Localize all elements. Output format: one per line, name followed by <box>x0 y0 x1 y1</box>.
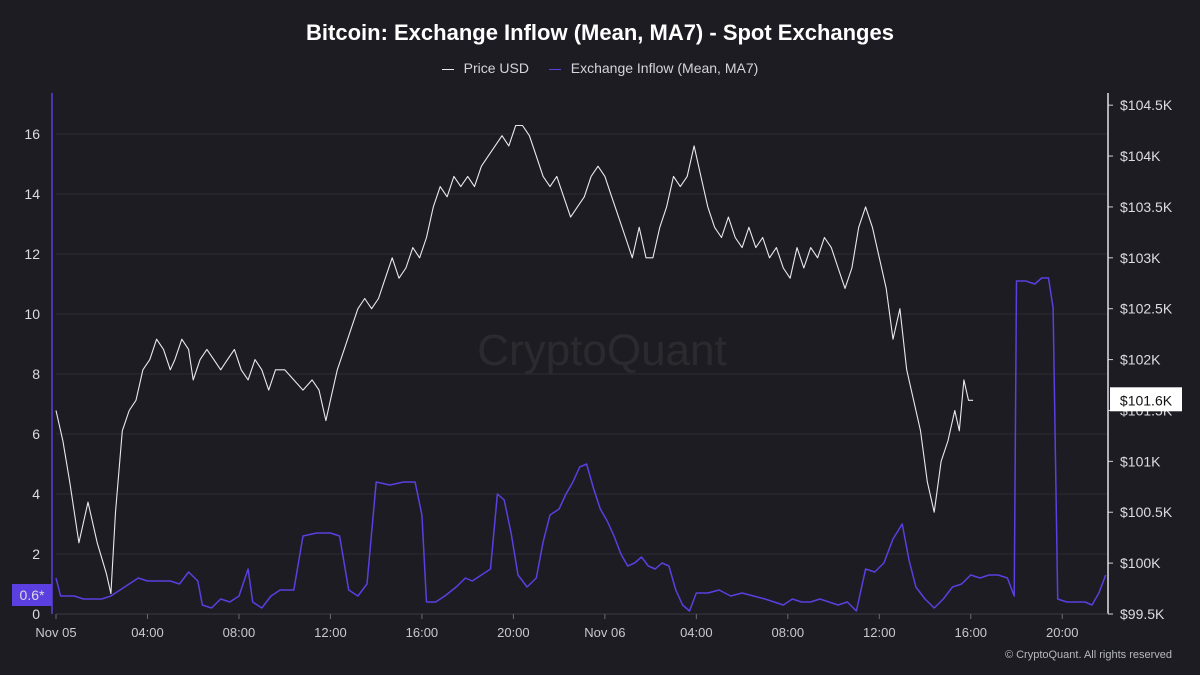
y-left-tick-label: 8 <box>32 366 40 382</box>
x-tick-label: 16:00 <box>406 625 439 640</box>
y-right-tick-label: $102.5K <box>1120 301 1173 317</box>
x-tick-label: 08:00 <box>772 625 805 640</box>
y-right-tick-label: $103.5K <box>1120 199 1173 215</box>
y-right-tick-label: $102K <box>1120 352 1161 368</box>
watermark-text: CryptoQuant <box>477 326 726 375</box>
current-inflow-label: 0.6* <box>20 587 45 603</box>
x-tick-label: 04:00 <box>680 625 713 640</box>
chart-title: Bitcoin: Exchange Inflow (Mean, MA7) - S… <box>306 20 894 45</box>
y-left-tick-label: 2 <box>32 546 40 562</box>
y-right-tick-label: $100K <box>1120 555 1161 571</box>
copyright-text: © CryptoQuant. All rights reserved <box>1004 649 1172 661</box>
legend-swatch-price <box>441 68 454 70</box>
x-tick-label: 08:00 <box>223 625 256 640</box>
y-right-tick-label: $103K <box>1120 250 1161 266</box>
y-right-tick-label: $101K <box>1120 453 1161 469</box>
x-tick-label: 20:00 <box>1046 625 1079 640</box>
y-left-tick-label: 6 <box>32 426 40 442</box>
x-tick-label: 20:00 <box>497 625 530 640</box>
x-tick-label: 12:00 <box>314 625 347 640</box>
y-left-tick-label: 4 <box>32 486 40 502</box>
y-left-tick-label: 14 <box>24 186 40 202</box>
y-left-tick-label: 16 <box>24 126 40 142</box>
legend-item-price[interactable]: Price USD <box>441 60 529 76</box>
x-tick-label: Nov 06 <box>584 625 625 640</box>
x-tick-label: 16:00 <box>955 625 988 640</box>
y-right-tick-label: $100.5K <box>1120 504 1173 520</box>
y-right-tick-label: $104K <box>1120 148 1161 164</box>
y-left-tick-label: 12 <box>24 246 40 262</box>
current-price-badge <box>1110 387 1182 412</box>
legend-label-price: Price USD <box>463 60 529 76</box>
y-right-tick-label: $104.5K <box>1120 97 1173 113</box>
legend-swatch-inflow <box>548 68 561 70</box>
exchange-inflow-line <box>55 277 1107 612</box>
x-tick-label: Nov 05 <box>35 625 76 640</box>
current-inflow-badge <box>12 584 52 606</box>
chart-legend: Price USD Exchange Inflow (Mean, MA7) <box>0 60 1200 76</box>
x-tick-label: 12:00 <box>863 625 896 640</box>
legend-item-inflow[interactable]: Exchange Inflow (Mean, MA7) <box>548 60 759 76</box>
legend-label-inflow: Exchange Inflow (Mean, MA7) <box>570 60 759 76</box>
price-usd-line <box>55 124 974 595</box>
y-right-tick-label: $99.5K <box>1120 606 1165 622</box>
current-price-label: $101.6K <box>1120 392 1173 408</box>
y-left-tick-label: 10 <box>24 306 40 322</box>
x-tick-label: 04:00 <box>131 625 164 640</box>
y-left-tick-label: 0 <box>32 606 40 622</box>
